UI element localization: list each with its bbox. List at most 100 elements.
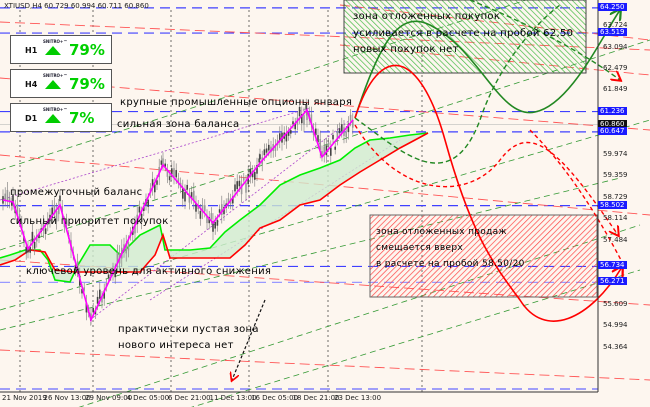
candle-body: [33, 241, 36, 249]
bullish-scenario-curve: [354, 10, 620, 119]
candle-body: [223, 206, 225, 215]
y-tick-label: 57.484: [603, 235, 628, 244]
candle-body: [171, 168, 173, 175]
arrow-up-icon: [45, 114, 61, 123]
candle-body: [83, 287, 85, 291]
candle-body: [184, 192, 186, 202]
candle-body: [330, 147, 332, 156]
candle-body: [294, 123, 296, 130]
candle-body: [63, 222, 66, 228]
percent-value: 79%: [69, 41, 105, 59]
candle-body: [8, 197, 11, 203]
sell-box-line: смещается вверх: [376, 243, 463, 253]
sell-box-line: зона отложенных продаж: [376, 227, 507, 237]
candle-body: [232, 196, 234, 204]
level-label: 58.502: [598, 200, 627, 209]
x-tick-label: 6 Dec 21:00: [168, 394, 211, 402]
candle-body: [305, 104, 307, 110]
candle-body: [265, 148, 268, 153]
candle-body: [227, 198, 230, 204]
candle-body: [298, 106, 301, 117]
support-line: [0, 177, 621, 331]
candle-body: [51, 207, 53, 217]
brand-label: SNITRO+™: [43, 107, 68, 112]
candle-body: [218, 209, 221, 213]
y-tick-label: 62.479: [603, 63, 628, 72]
candle-body: [76, 261, 79, 270]
candle-body: [143, 206, 145, 211]
candle-body: [206, 215, 208, 224]
percent-value: 7%: [69, 109, 95, 127]
candle-body: [349, 114, 352, 121]
candle-body: [290, 130, 292, 134]
y-tick-label: 59.359: [603, 171, 628, 180]
x-tick-label: 23 Dec 13:00: [334, 394, 382, 402]
candle-body: [2, 196, 4, 204]
candle-body: [125, 243, 127, 254]
candle-body: [29, 246, 31, 253]
buy-box-line: усиливается в расчете на пробой 62,50: [353, 28, 574, 39]
bearish-scenario-curve: [354, 64, 622, 322]
candle-body: [61, 206, 63, 213]
x-tick-label: 26 Nov 13:00: [43, 394, 91, 402]
candle-body: [301, 114, 303, 124]
forecast-curves: [232, 0, 622, 380]
level-label: 60.647: [598, 126, 627, 135]
resistance-line: [0, 154, 650, 216]
candle-body: [208, 217, 210, 224]
candle-body: [156, 180, 158, 185]
candle-body: [151, 179, 154, 189]
candle-body: [315, 128, 317, 136]
buy-box-line: зона отложенных покупок: [353, 11, 501, 22]
candle-body: [101, 296, 103, 303]
support-line: [0, 39, 650, 251]
brand-label: SNITRO+™: [43, 73, 68, 78]
candle-body: [323, 146, 325, 156]
timeframe-label: D1: [25, 114, 38, 123]
candle-body: [347, 123, 350, 133]
annotation-empty-zone-2: нового интереса нет: [118, 340, 234, 351]
candle-body: [190, 192, 193, 198]
candle-body: [31, 231, 34, 243]
symbol-header: XTIUSD,H4 60.729 60.994 60.711 60.860: [4, 2, 149, 10]
candle-body: [116, 252, 119, 263]
y-tick-label: 61.849: [603, 85, 628, 94]
candle-body: [214, 222, 216, 229]
x-tick-label: 4 Dec 05:00: [126, 394, 170, 402]
candle-body: [325, 145, 328, 156]
cloud-fill: [0, 133, 428, 282]
candle-body: [134, 224, 136, 234]
candle-body: [245, 182, 247, 193]
candle-body: [285, 132, 288, 142]
candle-body: [238, 180, 241, 187]
candle-body: [216, 219, 219, 226]
candle-body: [177, 178, 180, 184]
candle-body: [55, 211, 58, 222]
indicator-h4[interactable]: SNITRO+™ H4 79%: [10, 69, 112, 98]
candle-body: [270, 146, 272, 153]
candle-body: [16, 204, 19, 215]
annotation-intermediate: промежуточный баланс: [10, 187, 143, 198]
candle-body: [249, 168, 252, 177]
candle-body: [58, 206, 60, 215]
level-label: 64.250: [598, 2, 627, 11]
annotation-buy-priority: сильный приоритет покупок: [10, 216, 169, 227]
candle-body: [341, 124, 343, 132]
annotation-empty-zone: практически пустая зона: [118, 324, 259, 335]
candle-body: [107, 274, 110, 279]
annotation-balance-zone: сильная зона баланса: [117, 119, 240, 130]
candle-body: [334, 146, 336, 150]
candle-body: [90, 313, 92, 319]
candle-body: [243, 177, 245, 181]
candle-body: [6, 189, 9, 200]
indicator-h1[interactable]: SNITRO+™ H1 79%: [10, 35, 112, 64]
candle-body: [92, 308, 94, 313]
candle-body: [182, 188, 184, 199]
candle-body: [236, 181, 238, 190]
indicator-d1[interactable]: SNITRO+™ D1 7%: [10, 103, 112, 132]
candle-body: [332, 134, 334, 140]
candle-body: [193, 190, 195, 202]
candle-body: [319, 138, 321, 150]
buy-zone-box: [343, 0, 587, 74]
